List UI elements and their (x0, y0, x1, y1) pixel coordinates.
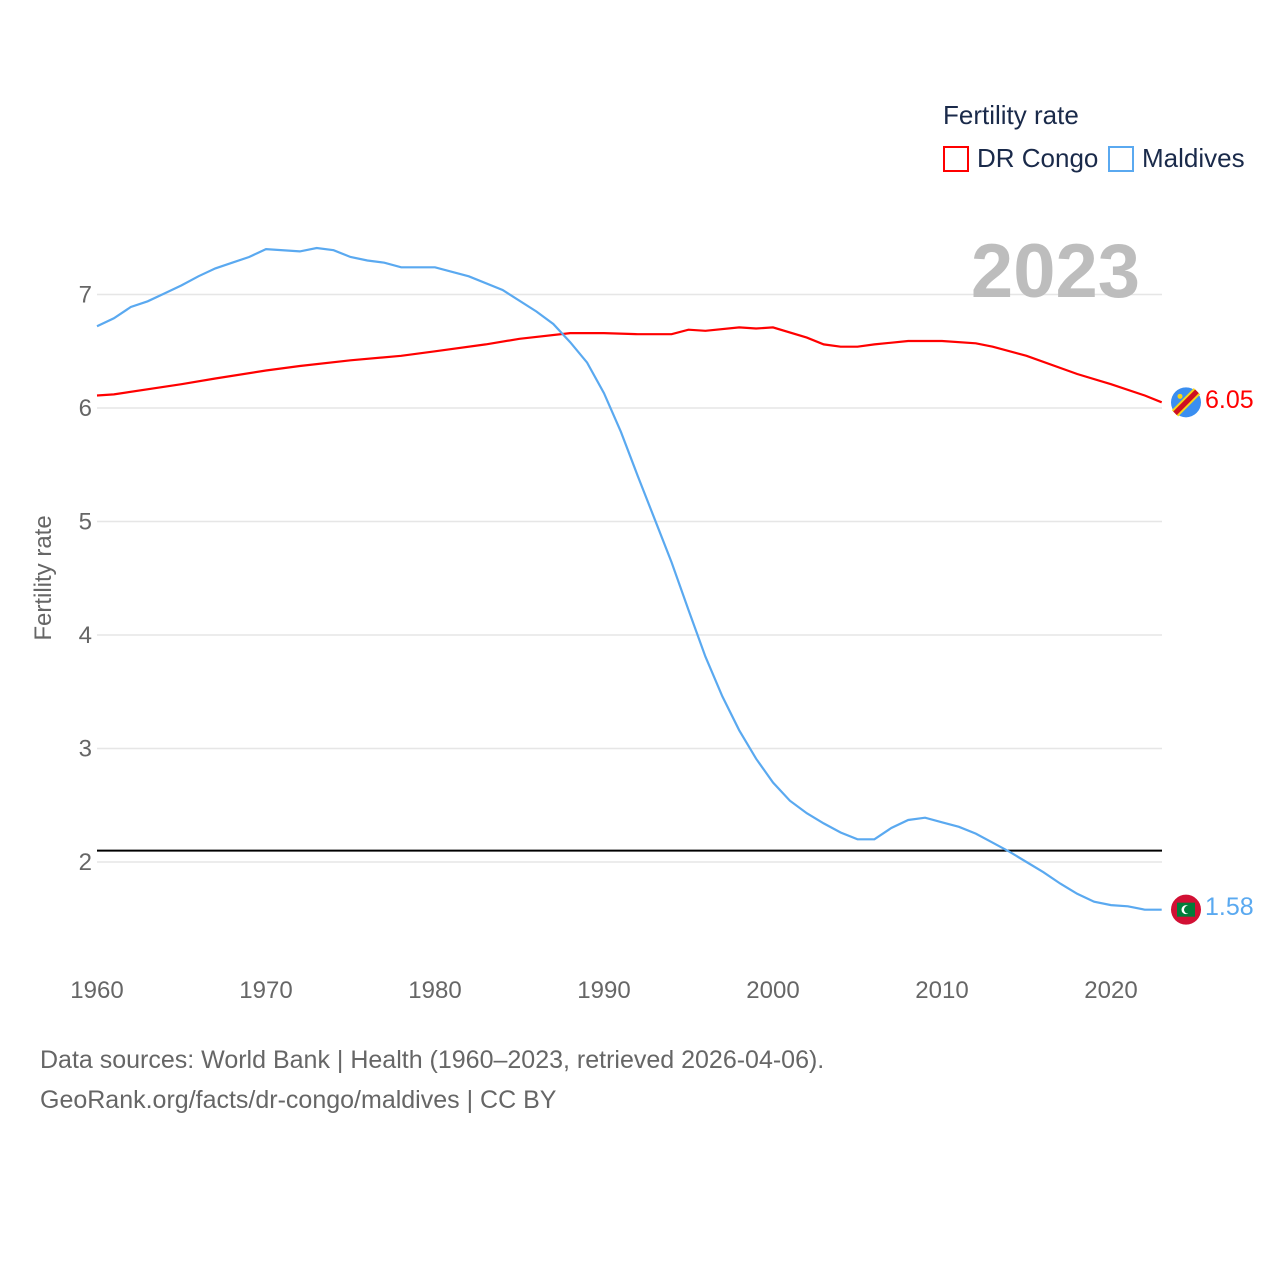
legend-title: Fertility rate (943, 100, 1079, 130)
y-tick-label: 2 (79, 849, 92, 876)
attribution-link[interactable]: GeoRank.org/facts/dr-congo/maldives | CC… (40, 1086, 557, 1114)
x-tick-label: 2000 (746, 977, 799, 1004)
y-tick-label: 3 (79, 736, 92, 763)
legend-swatch (1108, 145, 1134, 172)
x-tick-label: 2010 (915, 977, 968, 1004)
x-tick-label: 1960 (70, 977, 123, 1004)
legend-swatch (943, 145, 969, 172)
y-tick-label: 5 (79, 509, 92, 536)
source-text: Data sources: World Bank | Health (1960–… (40, 1046, 825, 1074)
x-tick-label: 2020 (1084, 977, 1137, 1004)
x-tick-label: 1980 (408, 977, 461, 1004)
dr-congo-flag-icon (1171, 387, 1201, 418)
y-tick-label: 4 (79, 622, 92, 649)
year-label: 2023 (970, 229, 1140, 314)
legend-item-dr-congo[interactable]: DR Congo (943, 143, 1098, 174)
series-line-maldives[interactable] (96, 246, 1162, 911)
end-label-maldives: 1.58 (1205, 893, 1254, 921)
y-tick-label: 7 (79, 282, 92, 309)
x-tick-label: 1990 (577, 977, 630, 1004)
legend-label: DR Congo (977, 143, 1099, 173)
end-label-dr-congo: 6.05 (1205, 386, 1254, 414)
series-line-dr-congo[interactable] (96, 326, 1163, 404)
y-axis-label: Fertility rate (30, 515, 57, 640)
y-tick-label: 6 (79, 395, 92, 422)
maldives-flag-icon (1171, 894, 1201, 925)
legend-item-maldives[interactable]: Maldives (1108, 143, 1245, 174)
legend-label: Maldives (1142, 143, 1245, 173)
x-tick-label: 1970 (239, 977, 292, 1004)
